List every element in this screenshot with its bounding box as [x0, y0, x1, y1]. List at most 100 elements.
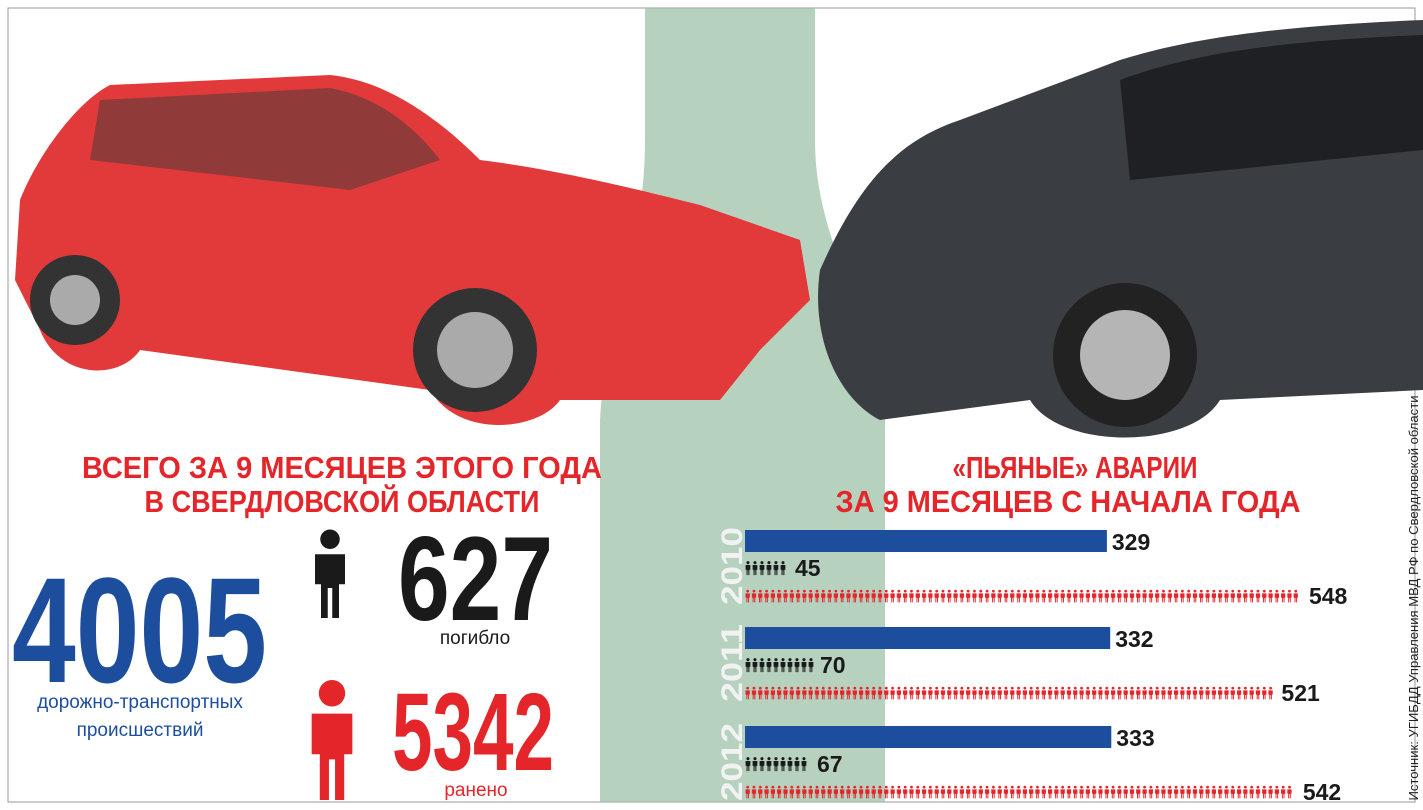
person-icon — [935, 786, 939, 799]
person-icon — [960, 590, 964, 603]
person-icon — [1092, 786, 1096, 799]
person-icon — [1010, 590, 1014, 603]
person-icon — [1142, 590, 1146, 603]
person-icon — [1262, 786, 1266, 799]
person-icon — [1168, 786, 1172, 799]
person-icon — [1067, 687, 1071, 700]
person-icon — [1256, 786, 1260, 799]
person-icon — [1168, 687, 1172, 700]
person-icon — [1111, 590, 1115, 603]
value-label: 329 — [1112, 529, 1150, 555]
person-icon — [953, 786, 957, 799]
bar — [745, 726, 1111, 748]
person-icon — [1180, 590, 1184, 603]
person-icon — [1048, 786, 1052, 799]
wheel-rim — [1080, 310, 1170, 400]
person-icon — [1218, 786, 1222, 799]
person-icon — [1067, 786, 1071, 799]
person-icon — [890, 590, 894, 603]
person-icon — [928, 786, 932, 799]
person-icon — [1199, 786, 1203, 799]
person-icon — [1117, 687, 1121, 700]
person-icon — [928, 687, 932, 700]
infographic: ВСЕГО ЗА 9 МЕСЯЦЕВ ЭТОГО ГОДА В СВЕРДЛОВ… — [0, 0, 1423, 810]
person-icon — [1061, 590, 1065, 603]
person-icon — [935, 687, 939, 700]
person-icon — [1048, 687, 1052, 700]
person-icon — [1124, 590, 1128, 603]
person-icon — [1029, 687, 1033, 700]
person-icon — [1268, 786, 1272, 799]
person-icon — [1105, 786, 1109, 799]
person-icon — [1287, 786, 1291, 799]
person-icon — [1199, 590, 1203, 603]
person-icon — [1117, 590, 1121, 603]
person-icon — [1042, 786, 1046, 799]
person-icon — [1098, 786, 1102, 799]
year-label: 2011 — [716, 624, 749, 702]
person-icon — [953, 590, 957, 603]
person-icon — [1086, 786, 1090, 799]
person-icon — [1042, 590, 1046, 603]
person-icon — [1073, 590, 1077, 603]
person-icon — [1287, 590, 1291, 603]
person-icon — [1174, 590, 1178, 603]
value-label: 332 — [1115, 626, 1153, 652]
person-icon — [941, 590, 945, 603]
person-icon — [916, 786, 920, 799]
person-icon — [1237, 786, 1241, 799]
person-icon — [1187, 786, 1191, 799]
person-icon — [985, 687, 989, 700]
person-icon — [1142, 786, 1146, 799]
person-icon — [928, 590, 932, 603]
person-icon — [1029, 786, 1033, 799]
value-label: 521 — [1281, 680, 1320, 706]
value-label: 548 — [1309, 583, 1348, 609]
person-icon — [1073, 687, 1077, 700]
person-icon — [1130, 590, 1134, 603]
person-icon — [1193, 687, 1197, 700]
person-icon — [953, 687, 957, 700]
person-icon — [1149, 687, 1153, 700]
person-icon — [1193, 590, 1197, 603]
value-label: 333 — [1116, 725, 1154, 751]
person-icon — [1212, 590, 1216, 603]
person-icon — [1079, 687, 1083, 700]
total-caption: происшествий — [77, 720, 204, 741]
killed-number: 627 — [398, 512, 553, 646]
person-icon — [1218, 687, 1222, 700]
person-icon — [1168, 590, 1172, 603]
person-icon — [1023, 687, 1027, 700]
person-icon — [903, 687, 907, 700]
person-icon — [1250, 786, 1254, 799]
person-icon — [966, 687, 970, 700]
injured-number: 5342 — [392, 671, 554, 794]
person-icon — [897, 687, 901, 700]
person-icon — [1073, 786, 1077, 799]
person-icon — [1004, 590, 1008, 603]
killed-caption: погибло — [440, 628, 510, 649]
person-icon — [1105, 687, 1109, 700]
person-icon — [1023, 590, 1027, 603]
person-icon — [1268, 590, 1272, 603]
injured-icon — [312, 680, 353, 800]
person-icon — [1199, 687, 1203, 700]
person-icon — [1054, 590, 1058, 603]
person-icon — [1262, 590, 1266, 603]
person-icon — [903, 590, 907, 603]
person-icon — [1205, 687, 1209, 700]
person-icon — [1180, 786, 1184, 799]
person-icon — [998, 590, 1002, 603]
bar — [745, 530, 1107, 552]
person-icon — [1180, 687, 1184, 700]
person-icon — [941, 687, 945, 700]
person-icon — [991, 786, 995, 799]
person-icon — [1224, 590, 1228, 603]
person-icon — [1054, 687, 1058, 700]
person-icon — [890, 687, 894, 700]
chart-title: ЗА 9 МЕСЯЦЕВ С НАЧАЛА ГОДА — [836, 484, 1301, 519]
person-icon — [922, 786, 926, 799]
person-icon — [1092, 687, 1096, 700]
person-icon — [1061, 786, 1065, 799]
icon-row — [746, 590, 1298, 603]
